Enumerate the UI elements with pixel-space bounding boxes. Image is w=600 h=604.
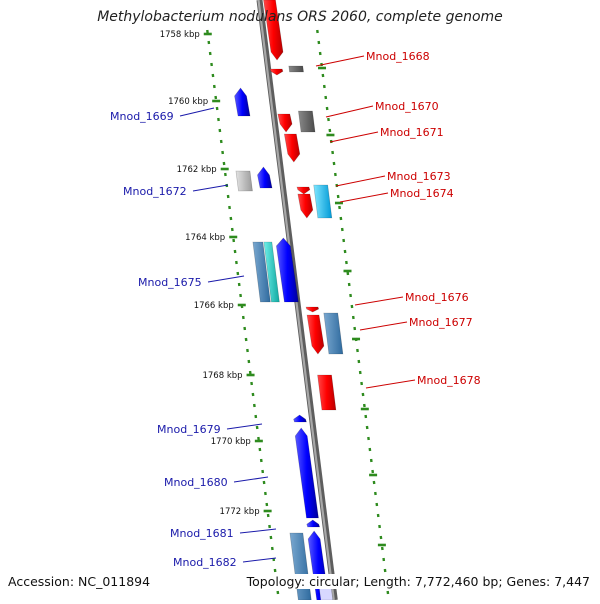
gene-label-mnod-1680: Mnod_1680 bbox=[164, 476, 228, 489]
gene-label-mnod-1679: Mnod_1679 bbox=[157, 423, 221, 436]
gene-shape-red-3 bbox=[307, 315, 324, 354]
gene-shape-mnod-1677 bbox=[324, 313, 343, 354]
gene-shape-mnod-1671 bbox=[284, 134, 300, 162]
gene-shape-red-1 bbox=[278, 114, 292, 132]
gene-leader-line bbox=[326, 106, 373, 117]
kbp-tick-label: 1766 kbp bbox=[194, 301, 234, 311]
kbp-tick-label: 1764 kbp bbox=[185, 233, 225, 243]
kbp-tick-label: 1762 kbp bbox=[177, 165, 217, 175]
kbp-tick-label: 1758 kbp bbox=[160, 30, 200, 40]
kbp-tick-label: 1772 kbp bbox=[220, 507, 260, 517]
kbp-tick-label: 1760 kbp bbox=[168, 97, 208, 107]
gene-shape-mnod-1681 bbox=[307, 520, 320, 527]
gene-label-mnod-1668: Mnod_1668 bbox=[366, 50, 430, 63]
gene-leader-line bbox=[360, 322, 407, 330]
gene-label-mnod-1672: Mnod_1672 bbox=[123, 185, 187, 198]
gene-leader-line bbox=[330, 132, 378, 142]
gene-shape-red-2 bbox=[298, 194, 313, 218]
kbp-tick-label: 1768 kbp bbox=[202, 371, 242, 381]
gene-leader-line bbox=[208, 276, 244, 282]
gene-label-mnod-1678: Mnod_1678 bbox=[417, 374, 481, 387]
gene-label-mnod-1673: Mnod_1673 bbox=[387, 170, 451, 183]
gene-leader-line bbox=[193, 185, 228, 191]
gene-shape-pale bbox=[319, 588, 333, 600]
gene-label-mnod-1682: Mnod_1682 bbox=[173, 556, 237, 569]
gene-label-mnod-1677: Mnod_1677 bbox=[409, 316, 473, 329]
gene-shape-mnod-1679 bbox=[294, 415, 307, 422]
gene-leader-line bbox=[355, 297, 403, 305]
gene-leader-line bbox=[316, 56, 364, 66]
accession-text: Accession: NC_011894 bbox=[8, 574, 150, 589]
gene-leader-line bbox=[243, 558, 276, 562]
gene-label-mnod-1669: Mnod_1669 bbox=[110, 110, 174, 123]
gene-label-mnod-1676: Mnod_1676 bbox=[405, 291, 469, 304]
genome-title: Methylobacterium nodulans ORS 2060, comp… bbox=[0, 9, 600, 25]
gene-leader-line bbox=[340, 193, 388, 202]
gene-label-mnod-1670: Mnod_1670 bbox=[375, 100, 439, 113]
gene-leader-line bbox=[240, 529, 276, 533]
gene-label-mnod-1671: Mnod_1671 bbox=[380, 126, 444, 139]
gene-shape-mnod-1676 bbox=[306, 307, 319, 312]
gene-shape-mnod-1682-a bbox=[290, 533, 311, 600]
gene-shape-mnod-1672-a bbox=[236, 171, 253, 191]
gene-shape-mnod-1674 bbox=[314, 185, 332, 218]
gene-label-mnod-1675: Mnod_1675 bbox=[138, 276, 202, 289]
gene-shape-mnod-1673 bbox=[297, 187, 310, 194]
gene-shape-mnod-1669 bbox=[235, 88, 251, 116]
gene-leader-line bbox=[336, 176, 385, 186]
genome-summary-text: Topology: circular; Length: 7,772,460 bp… bbox=[243, 574, 590, 589]
gene-shape-red-small bbox=[270, 69, 283, 75]
gene-label-mnod-1681: Mnod_1681 bbox=[170, 527, 234, 540]
gene-shape-mnod-1672-b bbox=[257, 167, 272, 188]
kbp-label-layer: 1758 kbp 1760 kbp 1762 kbp 1764 kbp 1766 kbp… bbox=[160, 30, 269, 586]
kbp-tick-label: 1770 kbp bbox=[211, 437, 251, 447]
gene-shape-mnod-1678 bbox=[318, 375, 336, 410]
gene-leader-line bbox=[366, 380, 415, 388]
gene-shape-mnod-1670 bbox=[298, 111, 315, 132]
gene-leader-line bbox=[180, 108, 214, 116]
gene-label-mnod-1674: Mnod_1674 bbox=[390, 187, 454, 200]
gene-shape-small-gray bbox=[289, 66, 304, 72]
